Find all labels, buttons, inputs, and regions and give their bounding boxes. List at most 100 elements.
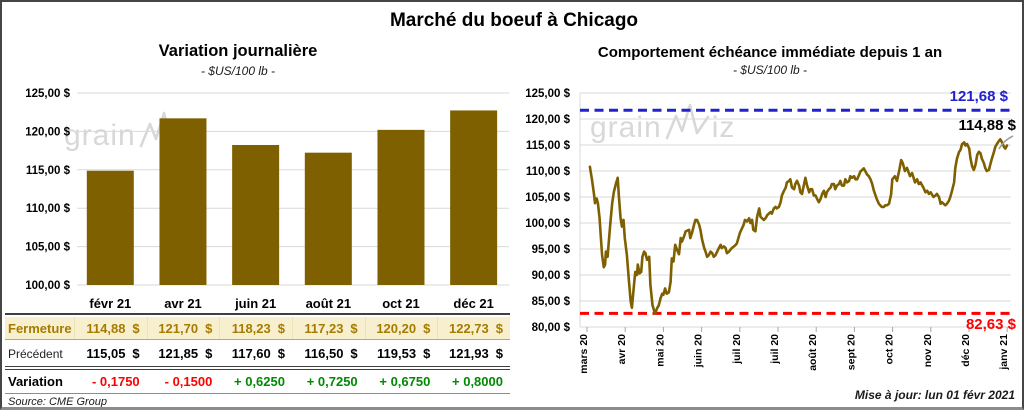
currency-symbol: $ bbox=[350, 320, 358, 336]
source-note: Source: CME Group bbox=[5, 393, 510, 407]
variation-value: + 0,7250 bbox=[306, 374, 358, 389]
variation-value: + 0,6250 bbox=[234, 374, 285, 389]
y-axis-label: 95,00 $ bbox=[532, 244, 571, 256]
table-cell: + 0,6750 bbox=[365, 374, 438, 389]
label-pointer-arrow bbox=[998, 135, 1014, 150]
bar bbox=[232, 144, 280, 285]
price-value: 120,20 bbox=[376, 320, 417, 336]
x-axis-label: juil 20 bbox=[731, 334, 743, 365]
table-cell: - 0,1750 bbox=[74, 374, 147, 389]
currency-symbol: $ bbox=[205, 320, 213, 336]
table-cell: 122,73 $ bbox=[437, 317, 510, 339]
table-cell: + 0,6250 bbox=[219, 374, 292, 389]
price-value: 115,05 bbox=[86, 346, 126, 361]
price-value: 121,93 bbox=[448, 346, 489, 361]
y-axis-label: 80,00 $ bbox=[532, 322, 571, 334]
table-row-precedent: Précédent 115,05 $121,85 $117,60 $116,50 $119… bbox=[5, 341, 510, 366]
column-header: avr 21 bbox=[164, 296, 202, 311]
currency-symbol: $ bbox=[205, 346, 213, 361]
x-axis-label: sept 20 bbox=[845, 334, 857, 370]
currency-symbol: $ bbox=[132, 346, 140, 361]
y-axis-label: 100,00 $ bbox=[525, 218, 570, 230]
bar-chart-subtitle: - $US/100 lb - bbox=[200, 64, 276, 78]
price-value: 122,73 bbox=[448, 320, 489, 336]
table-cell: 120,20 $ bbox=[364, 317, 438, 339]
line-chart-svg: 125,00 $ 120,00 $ 115,00 $ 110,00 $ 105,00 $… bbox=[525, 88, 1014, 374]
bar-chart-svg: 125,00 $ 120,00 $ 115,00 $ 110,00 $ 105,00 $… bbox=[25, 88, 509, 292]
column-header: juin 21 bbox=[235, 296, 277, 311]
currency-symbol: $ bbox=[277, 346, 285, 361]
y-axis-label: 100,00 $ bbox=[25, 280, 70, 292]
y-axis-label: 125,00 $ bbox=[525, 88, 570, 100]
x-axis-label: juil 20 bbox=[769, 334, 781, 365]
table-cell: - 0,1500 bbox=[147, 374, 220, 389]
y-axis-label: 85,00 $ bbox=[532, 296, 571, 308]
x-axis-label: nov 20 bbox=[922, 334, 934, 367]
bar bbox=[159, 118, 207, 286]
table-cell: 121,93 $ bbox=[437, 346, 510, 361]
table-row-variation: Variation - 0,1750 - 0,1500 + 0,6250 + 0,725… bbox=[5, 366, 510, 393]
y-axis-label: 120,00 $ bbox=[525, 114, 570, 126]
high-ref-label: 121,68 $ bbox=[949, 88, 1008, 105]
column-header: oct 21 bbox=[382, 296, 420, 311]
line-chart-title: Comportement échéance immédiate depuis 1… bbox=[597, 44, 943, 61]
last-price-label: 114,88 $ bbox=[958, 117, 1016, 134]
updated-note: Mise à jour: lun 01 févr 2021 bbox=[854, 388, 1015, 402]
x-axis-label: juin 20 bbox=[693, 334, 705, 368]
currency-symbol: $ bbox=[277, 320, 285, 336]
bar bbox=[450, 110, 498, 286]
x-axis-label: avr 20 bbox=[616, 334, 628, 365]
y-axis-label: 105,00 $ bbox=[25, 242, 70, 254]
bar bbox=[377, 129, 425, 285]
price-line bbox=[588, 137, 1009, 315]
table-cell: 115,05 $ bbox=[74, 346, 147, 361]
price-value: 119,53 bbox=[377, 346, 417, 361]
price-value: 121,70 bbox=[158, 320, 199, 336]
currency-symbol: $ bbox=[132, 320, 140, 336]
table-cell: 121,85 $ bbox=[147, 346, 220, 361]
x-axis-label: déc 20 bbox=[960, 334, 972, 367]
table-cell: 116,50 $ bbox=[292, 346, 365, 361]
table-row-fermeture: Fermeture 114,88 $121,70 $118,23 $117,23 $120… bbox=[5, 317, 510, 340]
y-axis-label: 120,00 $ bbox=[25, 126, 70, 138]
price-value: 116,50 bbox=[304, 346, 344, 361]
variation-value: + 0,6750 bbox=[379, 374, 431, 389]
price-value: 114,88 bbox=[86, 320, 126, 336]
column-header: févr 21 bbox=[89, 296, 132, 311]
bar bbox=[86, 170, 134, 285]
column-header: déc 21 bbox=[453, 296, 494, 311]
variation-value: - 0,1500 bbox=[164, 374, 213, 389]
currency-symbol: $ bbox=[495, 346, 503, 361]
y-axis-label: 115,00 $ bbox=[526, 140, 571, 152]
row-label: Fermeture bbox=[8, 320, 72, 336]
y-axis-label: 125,00 $ bbox=[25, 88, 70, 100]
row-label: Variation bbox=[8, 374, 63, 389]
row-label: Précédent bbox=[8, 346, 63, 361]
currency-symbol: $ bbox=[350, 346, 358, 361]
table-cell: 117,23 $ bbox=[291, 317, 365, 339]
table-cell: 117,60 $ bbox=[219, 346, 292, 361]
table-header-row: févr 21 avr 21 juin 21 août 21 oct 21 déc 21 bbox=[5, 294, 510, 315]
table-cell: + 0,8000 bbox=[437, 374, 510, 389]
x-axis-label: août 20 bbox=[807, 334, 819, 371]
y-axis-label: 90,00 $ bbox=[532, 270, 571, 282]
x-axis-label: mars 20 bbox=[578, 334, 590, 374]
price-value: 121,85 bbox=[158, 346, 199, 361]
currency-symbol: $ bbox=[495, 320, 503, 336]
price-value: 118,23 bbox=[231, 320, 271, 336]
y-axis-label: 105,00 $ bbox=[525, 192, 570, 204]
table-cell: 119,53 $ bbox=[365, 346, 438, 361]
price-value: 117,23 bbox=[304, 320, 344, 336]
currency-symbol: $ bbox=[423, 320, 431, 336]
price-value: 117,60 bbox=[231, 346, 271, 361]
currency-symbol: $ bbox=[423, 346, 431, 361]
y-axis-label: 110,00 $ bbox=[26, 203, 71, 215]
variation-value: - 0,1750 bbox=[91, 374, 140, 389]
x-axis-label: oct 20 bbox=[884, 334, 896, 365]
low-ref-label: 82,63 $ bbox=[965, 316, 1016, 333]
column-header: août 21 bbox=[305, 296, 352, 311]
bar bbox=[304, 152, 352, 285]
line-chart-subtitle: - $US/100 lb - bbox=[732, 63, 808, 77]
